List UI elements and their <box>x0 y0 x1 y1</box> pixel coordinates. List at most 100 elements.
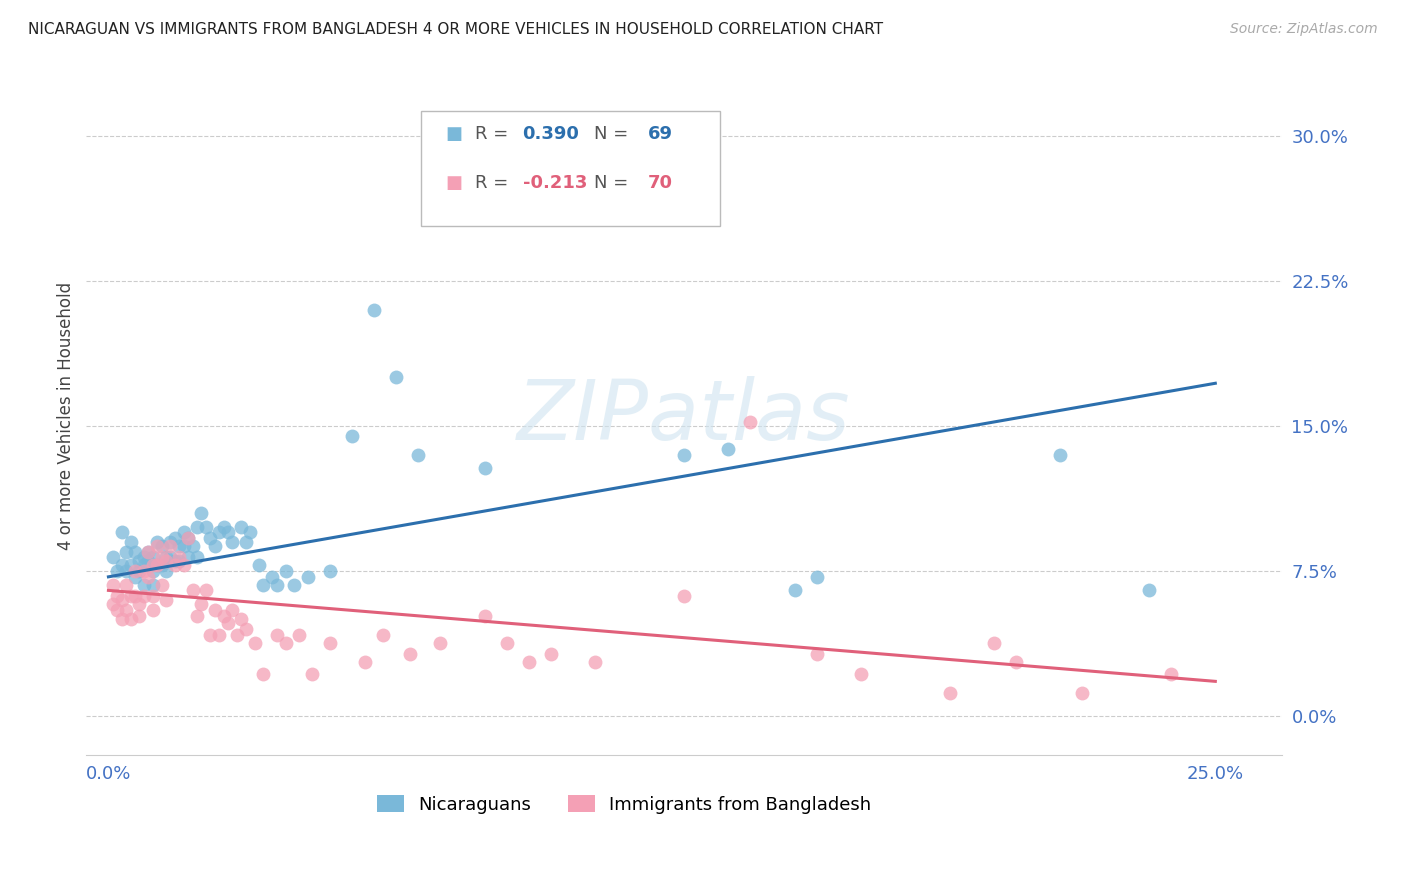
Point <box>177 531 200 545</box>
Point <box>194 519 217 533</box>
Point <box>262 570 284 584</box>
Point <box>239 525 262 540</box>
Point <box>159 539 181 553</box>
Point <box>186 519 208 533</box>
Point <box>142 577 165 591</box>
Point <box>212 519 235 533</box>
Point <box>136 544 159 558</box>
Point <box>585 655 607 669</box>
Point <box>363 302 385 317</box>
Point <box>159 550 181 565</box>
Point <box>173 558 195 573</box>
Point <box>252 577 274 591</box>
Point <box>111 593 134 607</box>
Point <box>142 564 165 578</box>
Legend: Nicaraguans, Immigrants from Bangladesh: Nicaraguans, Immigrants from Bangladesh <box>377 796 872 814</box>
Point <box>132 564 155 578</box>
Point <box>1160 666 1182 681</box>
Point <box>200 628 222 642</box>
Point <box>101 597 124 611</box>
Point <box>231 612 253 626</box>
Point <box>783 583 806 598</box>
Text: 69: 69 <box>648 125 673 143</box>
Point <box>474 608 496 623</box>
Point <box>163 558 186 573</box>
Point <box>132 558 155 573</box>
Point <box>128 564 150 578</box>
Point <box>181 539 204 553</box>
Point <box>169 539 191 553</box>
Point <box>120 558 142 573</box>
Point <box>173 525 195 540</box>
Point <box>142 550 165 565</box>
Point <box>150 577 173 591</box>
Point <box>208 628 231 642</box>
Text: R =: R = <box>475 174 513 192</box>
Point <box>120 589 142 603</box>
Point <box>128 597 150 611</box>
Point <box>204 603 226 617</box>
Point <box>266 628 288 642</box>
Point <box>217 525 239 540</box>
Point <box>124 589 146 603</box>
Point <box>111 525 134 540</box>
Point <box>740 415 762 429</box>
Point <box>1049 448 1071 462</box>
Point <box>115 603 138 617</box>
Point <box>124 570 146 584</box>
Point <box>283 577 305 591</box>
Point <box>128 554 150 568</box>
Text: ■: ■ <box>444 125 463 143</box>
Point <box>120 535 142 549</box>
Point <box>806 647 828 661</box>
Point <box>124 544 146 558</box>
Text: ■: ■ <box>444 174 463 192</box>
Point <box>247 558 270 573</box>
Point <box>115 564 138 578</box>
Point <box>225 628 247 642</box>
Text: 0.390: 0.390 <box>523 125 579 143</box>
Point <box>142 603 165 617</box>
Point <box>155 564 177 578</box>
Point <box>159 535 181 549</box>
Point <box>190 506 212 520</box>
Point <box>142 558 165 573</box>
Point <box>274 564 297 578</box>
Point <box>398 647 420 661</box>
Point <box>231 519 253 533</box>
Point <box>672 589 695 603</box>
Point <box>204 539 226 553</box>
Point <box>101 550 124 565</box>
Point <box>128 608 150 623</box>
Text: Source: ZipAtlas.com: Source: ZipAtlas.com <box>1230 22 1378 37</box>
Point <box>136 570 159 584</box>
Point <box>120 612 142 626</box>
Point <box>540 647 562 661</box>
Point <box>169 554 191 568</box>
Point <box>496 635 519 649</box>
Point <box>150 539 173 553</box>
Point <box>672 448 695 462</box>
Point <box>169 550 191 565</box>
Point <box>163 531 186 545</box>
Point <box>252 666 274 681</box>
Point <box>385 370 408 384</box>
Point <box>115 544 138 558</box>
Point <box>146 535 169 549</box>
Point <box>354 655 377 669</box>
Point <box>146 558 169 573</box>
Text: 70: 70 <box>648 174 673 192</box>
Point <box>136 554 159 568</box>
Point <box>288 628 311 642</box>
Point <box>1137 583 1160 598</box>
Point <box>1071 686 1094 700</box>
Text: N =: N = <box>595 125 634 143</box>
Point <box>235 535 257 549</box>
Point <box>111 558 134 573</box>
Point <box>274 635 297 649</box>
Point <box>194 583 217 598</box>
Point <box>217 616 239 631</box>
Point <box>319 635 342 649</box>
Point <box>105 603 128 617</box>
Point <box>408 448 430 462</box>
